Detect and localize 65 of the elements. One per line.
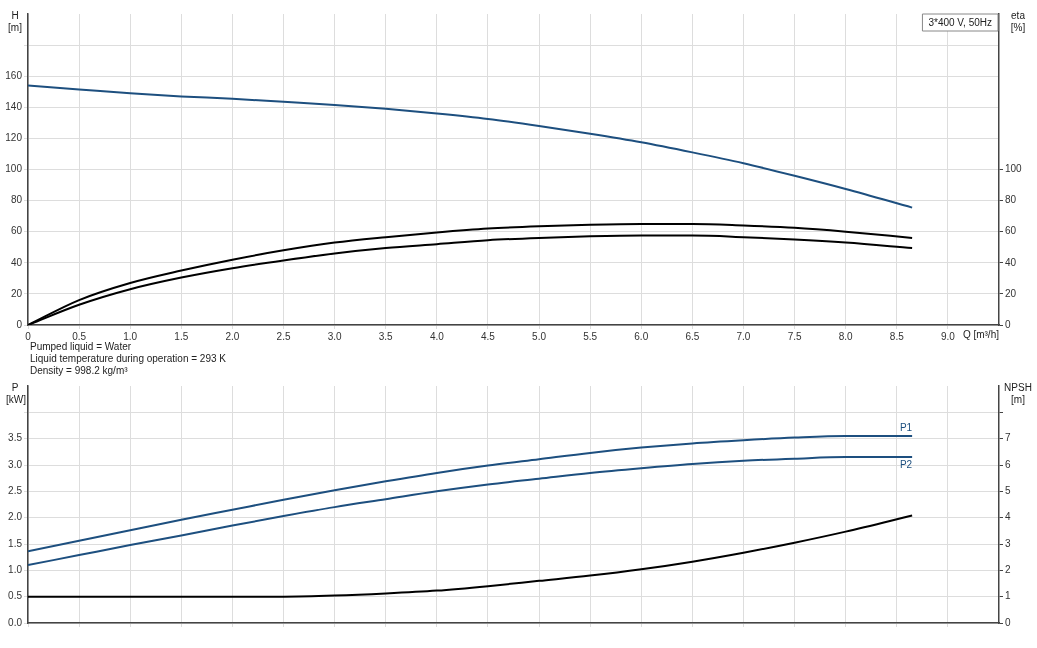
y-tick-label: 3.0 [8, 458, 23, 470]
y2-tick-label: 6 [1005, 458, 1011, 470]
y2-tick-label: 2 [1005, 564, 1011, 576]
x-tick-label: 8.5 [889, 330, 905, 342]
x-tick-label: 4.5 [480, 330, 496, 342]
text: Pumped liquid = Water [30, 340, 132, 352]
y2-tick-label: 20 [1005, 287, 1017, 299]
line-series [28, 456, 914, 567]
y2-tick-label: 80 [1005, 194, 1017, 206]
y-axis-title: H [m] [7, 10, 23, 34]
x-tick-label: 3.5 [378, 330, 394, 342]
x-tick-label: 9.0 [940, 330, 956, 342]
y-tick-label: 80 [10, 194, 23, 206]
y-tick-label: 1.5 [8, 537, 23, 549]
line-series [28, 435, 914, 553]
y-tick-label: 0.0 [8, 616, 23, 628]
x-axis-title: Q [m³/h] [962, 328, 1000, 340]
y-tick-label: 40 [10, 256, 23, 268]
x-tick-label: 2.5 [276, 330, 291, 342]
y-tick-label: 3.5 [8, 432, 23, 444]
x-tick-label: 7.0 [736, 330, 751, 342]
series-label: P2 [899, 458, 913, 470]
y2-tick-label: 3 [1005, 537, 1011, 549]
y2-tick-label: 60 [1005, 225, 1017, 237]
y-tick-label: 160 [5, 69, 23, 81]
y-tick-label: 0 [16, 318, 23, 330]
y2-tick-label: 4 [1005, 511, 1011, 523]
y2-axis-title: eta [%] [1009, 10, 1027, 34]
y-tick-label: 2.0 [8, 511, 23, 523]
y-tick-label: 60 [10, 225, 23, 237]
y-tick-label: 0.5 [8, 590, 23, 602]
x-tick-label: 5.5 [583, 330, 598, 342]
x-tick-label: 0.5 [72, 330, 87, 342]
y2-tick-label: 0 [1005, 616, 1011, 628]
x-tick-label: 1.5 [174, 330, 189, 342]
x-tick-label: 7.5 [787, 330, 802, 342]
x-tick-label: 8.0 [838, 330, 854, 342]
chart-title: 3*400 V, 50Hz [928, 16, 993, 28]
y2-tick-label: 7 [1005, 432, 1011, 444]
text: Density = 998.2 kg/m³ [30, 364, 129, 376]
x-tick-label: 0 [25, 330, 32, 342]
x-tick-label: 6.0 [634, 330, 649, 342]
y2-tick-label: 0 [1005, 318, 1011, 330]
series-label: P1 [899, 421, 913, 433]
y-tick-label: 120 [5, 132, 23, 144]
y-tick-label: 20 [10, 287, 23, 299]
y-tick-label: 100 [5, 163, 23, 175]
text: Liquid temperature during operation = 293 K [30, 352, 227, 364]
y-axis-title: P [kW] [6, 382, 26, 406]
y2-tick-label: 5 [1005, 485, 1011, 497]
y2-tick-label: 1 [1005, 590, 1011, 602]
x-tick-label: 5.0 [532, 330, 547, 342]
line-series [28, 84, 914, 209]
y2-tick-label: 40 [1005, 256, 1017, 268]
y2-axis-title: NPSH [m] [1003, 382, 1033, 406]
x-tick-label: 4.0 [429, 330, 445, 342]
y-tick-label: 2.5 [8, 485, 23, 497]
y-tick-label: 140 [5, 101, 23, 113]
x-tick-label: 1.0 [123, 330, 138, 342]
y-tick-label: 1.0 [8, 564, 23, 576]
x-tick-label: 6.5 [685, 330, 700, 342]
y2-tick-label: 100 [1005, 163, 1023, 175]
x-tick-label: 3.0 [327, 330, 343, 342]
x-tick-label: 2.0 [225, 330, 240, 342]
line-series [28, 514, 914, 598]
